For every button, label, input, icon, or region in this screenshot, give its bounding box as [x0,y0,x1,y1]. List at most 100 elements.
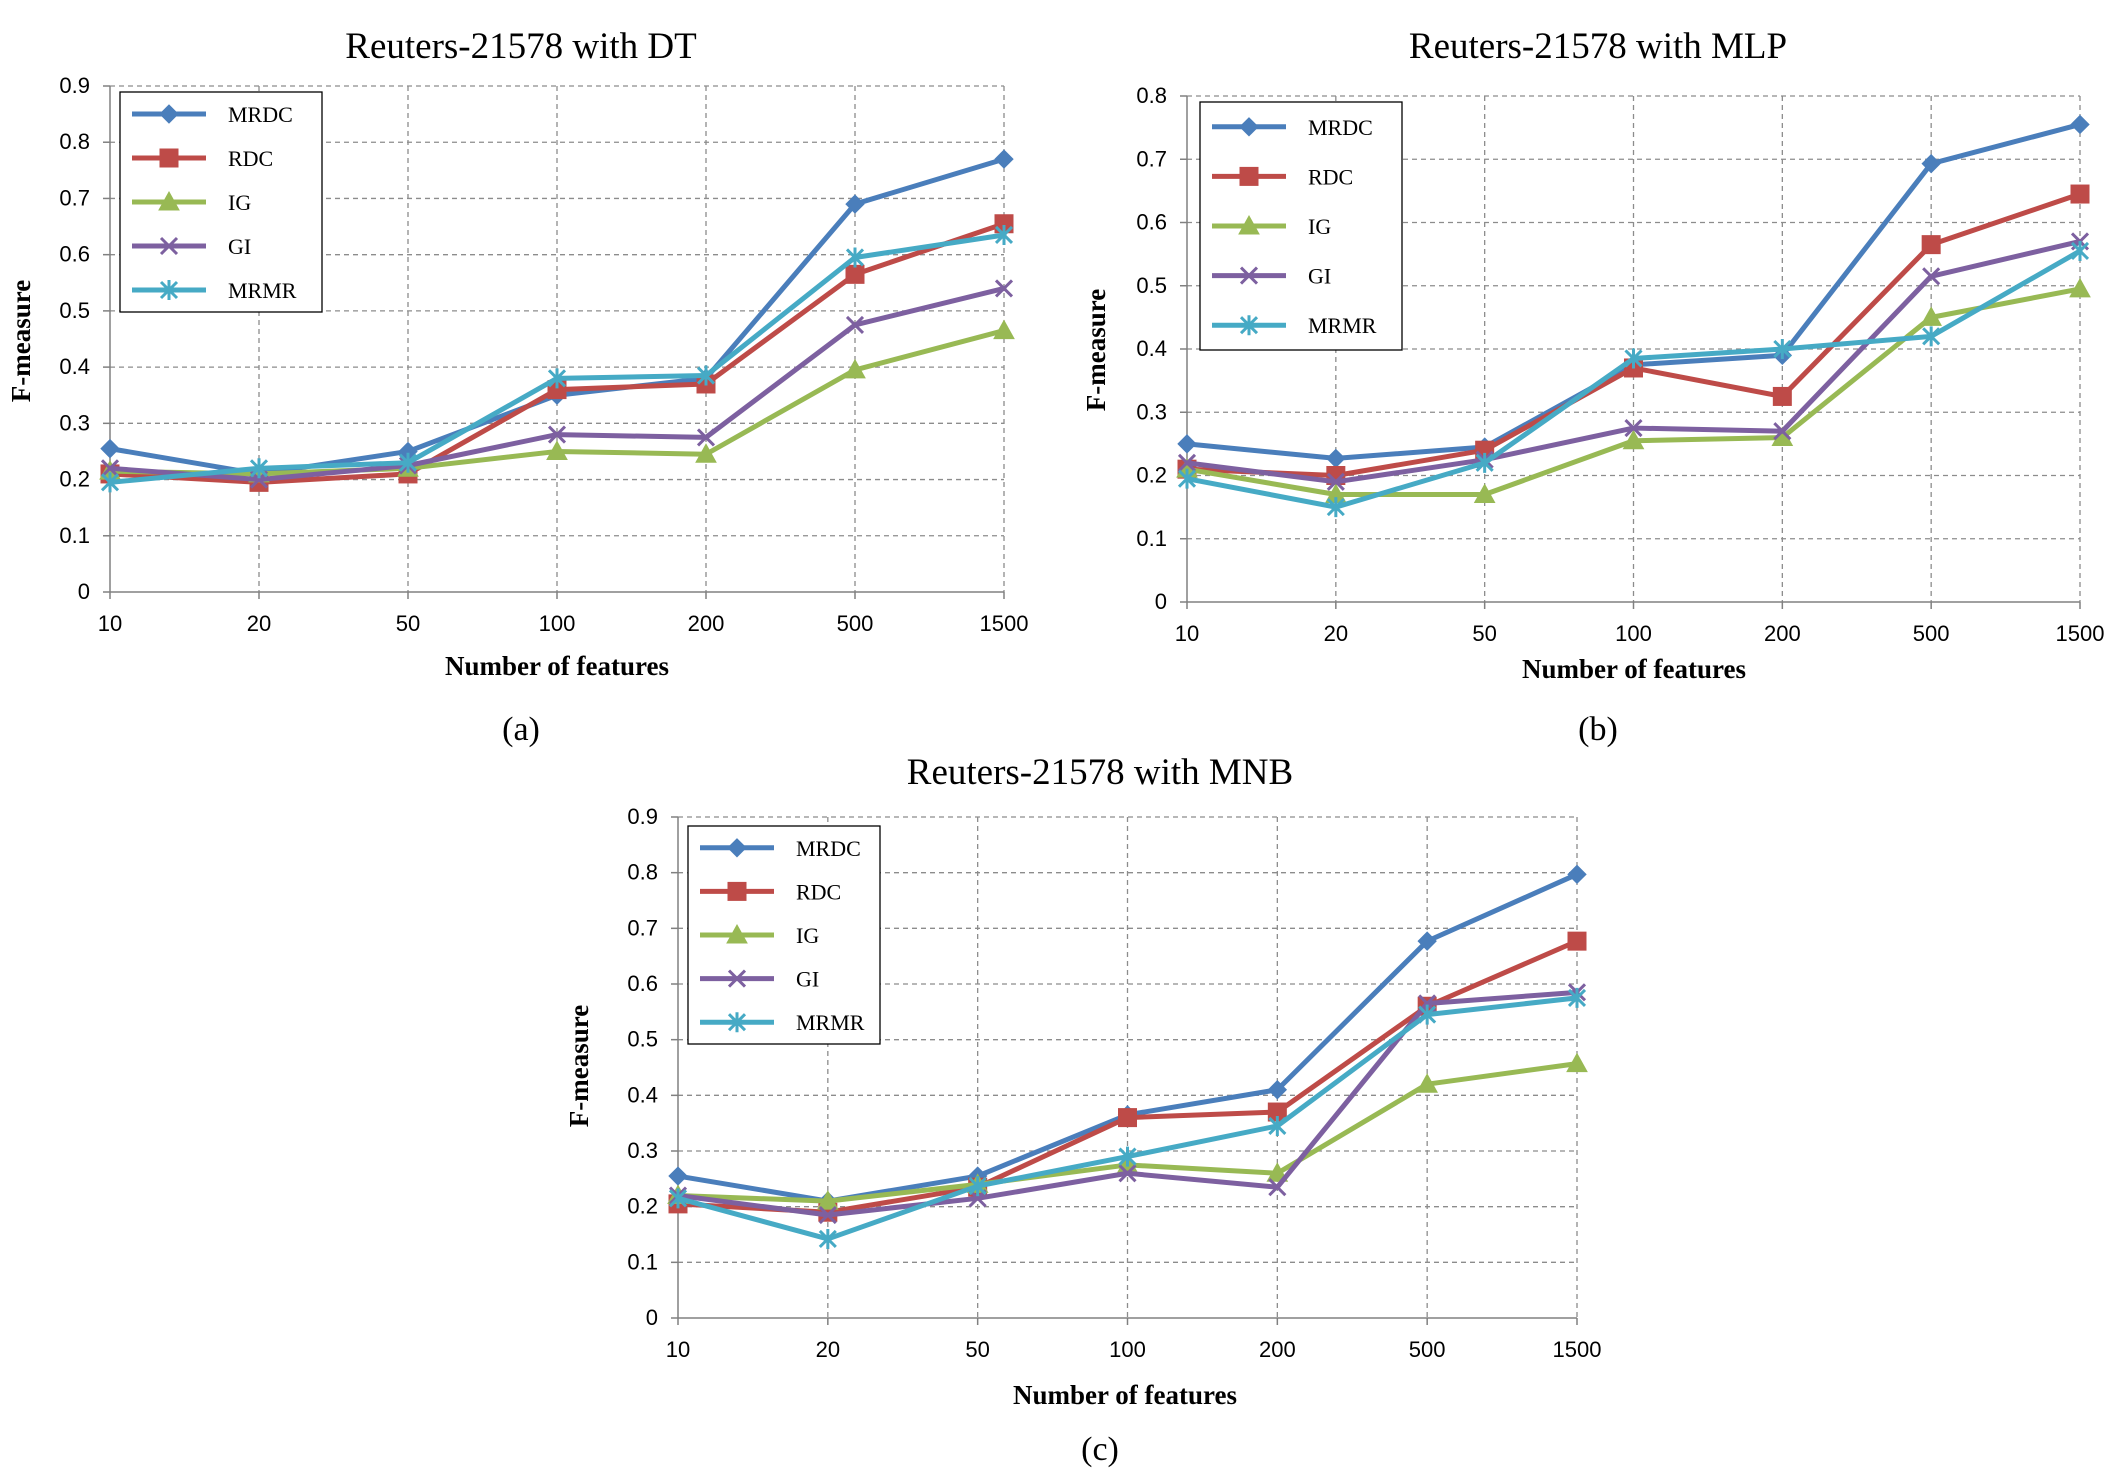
legend-marker-mrdc [159,104,179,124]
x-tick-label: 100 [1109,1337,1146,1362]
subfigure-caption: (a) [502,711,540,748]
x-tick-label: 100 [1615,621,1652,646]
data-point-rdc [1567,931,1587,951]
data-point-gi [845,315,865,335]
y-tick-label: 0.3 [627,1138,658,1163]
x-tick-label: 1500 [980,611,1029,636]
legend-marker-mrdc [1239,117,1259,137]
data-point-ig [695,443,717,463]
chart-title: Reuters-21578 with DT [345,26,696,67]
legend-label-mrdc: MRDC [796,836,861,861]
y-tick-label: 0.5 [1136,273,1167,298]
x-tick-label: 500 [1913,621,1950,646]
x-tick-label: 20 [1324,621,1348,646]
data-point-ig [1622,429,1645,450]
data-point-mrdc [668,1166,688,1186]
data-point-mrmr [547,368,567,389]
legend-marker-ig [1238,214,1260,235]
y-tick-label: 0.4 [627,1082,658,1107]
data-point-mrdc [100,438,120,459]
y-tick-label: 0 [646,1305,658,1330]
x-tick-label: 10 [1175,621,1199,646]
y-tick-label: 0.1 [627,1249,658,1274]
data-point-mrdc [1417,931,1437,951]
y-tick-label: 0.8 [59,129,90,154]
data-point-gi [1624,419,1643,438]
x-tick-label: 500 [837,611,874,636]
legend-label-mrmr: MRMR [1308,313,1377,338]
subfigure-caption: (b) [1578,711,1618,748]
y-tick-label: 0.6 [627,971,658,996]
data-point-mrmr [968,1176,987,1197]
legend-marker-rdc [1239,166,1259,186]
data-point-rdc [1921,235,1941,255]
data-point-ig [1920,306,1943,326]
y-tick-label: 0.5 [59,298,90,323]
x-tick-label: 200 [688,611,725,636]
legend-marker-gi [727,969,747,988]
x-tick-label: 10 [666,1337,690,1362]
data-point-mrmr [668,1188,688,1209]
data-point-ig [2069,277,2091,298]
x-tick-label: 1500 [1553,1337,1602,1362]
data-point-gi [994,279,1014,298]
y-tick-label: 0.6 [1136,210,1167,235]
data-point-ig [993,319,1015,340]
data-point-mrmr [1475,452,1494,473]
chart-mlp: Reuters-21578 with MLP Number of feature… [1081,26,2104,748]
x-tick-label: 200 [1764,621,1801,646]
data-point-mrmr [1418,1004,1437,1025]
y-tick-label: 0.9 [59,73,90,98]
data-point-gi [1773,422,1792,441]
data-point-mrmr [398,452,418,473]
x-tick-label: 50 [396,611,420,636]
legend-marker-ig [158,190,180,211]
data-point-rdc [1118,1108,1137,1128]
data-point-ig [1416,1073,1439,1093]
subfigure-caption: (c) [1081,1431,1119,1468]
data-point-rdc [2070,184,2090,204]
legend-label-mrmr: MRMR [796,1010,865,1035]
plot-area: 0 0.1 0.2 0.3 0.4 0.5 0.6 0.7 0.8 0.9 10 20 50 100 200… [59,73,1028,636]
y-tick-label: 0.2 [1136,463,1167,488]
legend-marker-gi [159,236,179,256]
y-tick-label: 0.7 [59,185,90,210]
data-point-mrdc [1177,434,1197,454]
data-point-mrmr [1922,326,1941,347]
y-tick-label: 0.1 [1136,526,1167,551]
legend: MRDC RDC IG GI MRMR [1199,101,1403,351]
data-point-mrmr [1118,1146,1137,1167]
data-point-ig [844,358,866,379]
y-tick-label: 0.7 [627,915,658,940]
data-point-gi [1118,1164,1137,1183]
data-point-gi [696,428,716,447]
y-tick-label: 0.8 [627,860,658,885]
data-point-mrmr [100,472,120,493]
chart-dt: Reuters-21578 with DT Number of features… [6,26,1028,748]
x-tick-label: 500 [1409,1337,1446,1362]
data-point-mrdc [1567,864,1587,885]
legend-label-rdc: RDC [1308,164,1353,189]
data-point-ig [1266,1162,1289,1182]
data-point-mrdc [1921,153,1941,174]
legend-label-mrmr: MRMR [228,278,297,303]
chart-title: Reuters-21578 with MNB [907,752,1293,793]
data-point-mrmr [818,1228,837,1249]
data-point-gi [1326,472,1345,491]
data-point-mrmr [1624,348,1643,369]
y-tick-label: 0 [78,579,90,604]
legend-label-ig: IG [228,190,251,215]
x-tick-label: 10 [98,611,122,636]
plot-area: 0 0.1 0.2 0.3 0.4 0.5 0.6 0.7 0.8 0.9 10 20 50 100 200… [627,804,1601,1362]
y-tick-label: 0.3 [59,410,90,435]
x-tick-label: 50 [1472,621,1496,646]
data-point-mrmr [249,458,269,479]
legend-marker-mrdc [727,838,747,858]
data-point-ig [546,440,568,460]
legend-label-gi: GI [1308,264,1331,289]
legend-label-rdc: RDC [228,146,273,171]
data-point-mrmr [2070,240,2090,261]
chart-title: Reuters-21578 with MLP [1409,26,1787,67]
y-tick-label: 0 [1155,589,1167,614]
